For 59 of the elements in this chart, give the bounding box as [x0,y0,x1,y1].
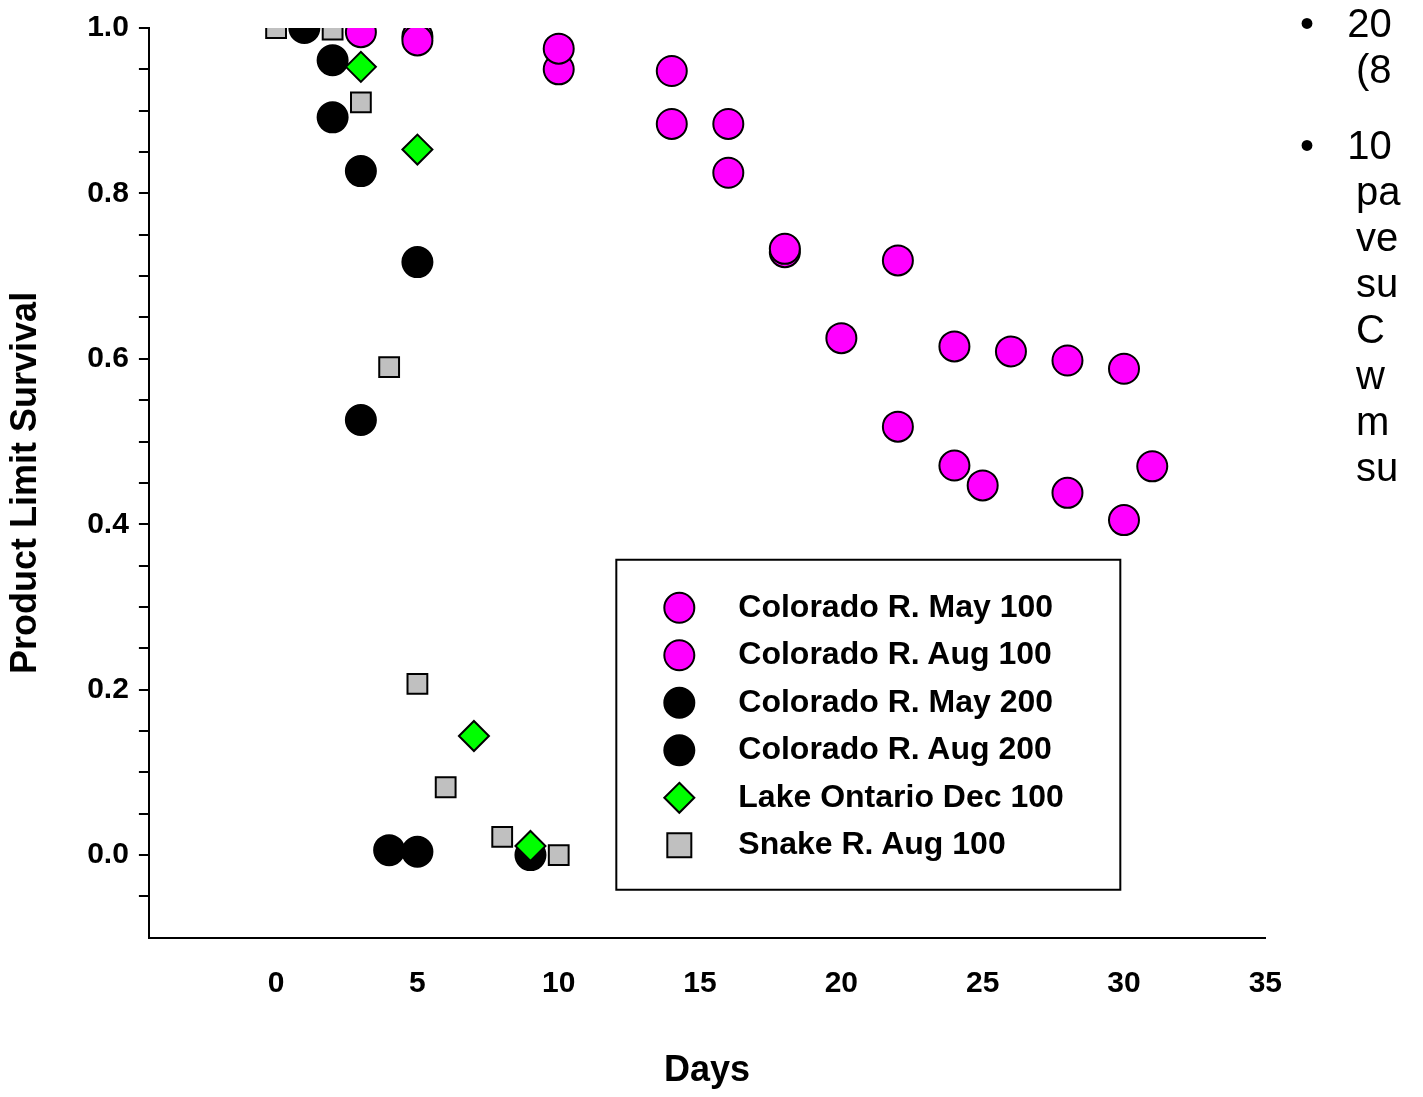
point [514,829,547,862]
x-tick-label: 20 [824,965,859,999]
text: • 10 pa ve su C w m su [1300,122,1402,490]
point [542,32,575,65]
point [966,469,999,502]
legend-label: Colorado R. Aug 200 [738,730,1052,767]
y-tick-label: 0.6 [87,340,129,374]
point [373,834,406,867]
point [378,356,401,379]
y-tick-label: 0.4 [87,505,130,539]
point [1051,476,1084,509]
point [655,107,688,140]
point [881,410,914,443]
legend-label: Snake R. Aug 100 [738,825,1006,862]
y-tick-label: 1.0 [87,9,129,43]
legend-label: Colorado R. Aug 100 [738,635,1052,672]
point [434,776,457,799]
legend-label: Colorado R. May 100 [738,587,1054,624]
point [1108,352,1140,385]
point [401,835,434,868]
point [457,719,490,752]
point [401,246,434,279]
y-tick-label: 0.2 [87,670,129,704]
point [344,155,377,188]
point [881,244,914,277]
x-tick-label: 30 [1107,965,1141,999]
point [994,335,1027,368]
point [825,322,858,355]
point [344,404,377,437]
point [655,55,688,88]
point [491,826,514,848]
point [1136,450,1169,483]
legend-label: Colorado R. May 200 [738,682,1054,719]
y-axis-title: Product Limit Survival [2,291,44,674]
point [401,28,434,57]
point [712,156,745,189]
point [344,50,377,83]
point [401,133,434,166]
x-tick-label: 15 [683,965,717,999]
x-tick-label: 10 [542,965,576,999]
y-tick-label: 0.8 [87,174,129,208]
x-tick-label: 5 [409,965,426,999]
point [1051,344,1084,377]
point [316,44,349,77]
point [938,449,971,482]
point [938,330,971,363]
point [406,672,429,695]
x-tick-label: 0 [267,965,285,999]
point [547,844,570,866]
point [349,91,372,114]
text: • 20 (8 [1300,0,1393,92]
point [712,107,745,140]
point [1108,504,1140,537]
legend-label: Lake Ontario Dec 100 [738,777,1064,814]
x-axis-title: Days [664,1048,751,1090]
point [316,101,349,134]
y-tick-label: 0.0 [87,836,129,870]
x-tick-label: 25 [965,965,1000,999]
x-tick-label: 35 [1248,965,1282,999]
